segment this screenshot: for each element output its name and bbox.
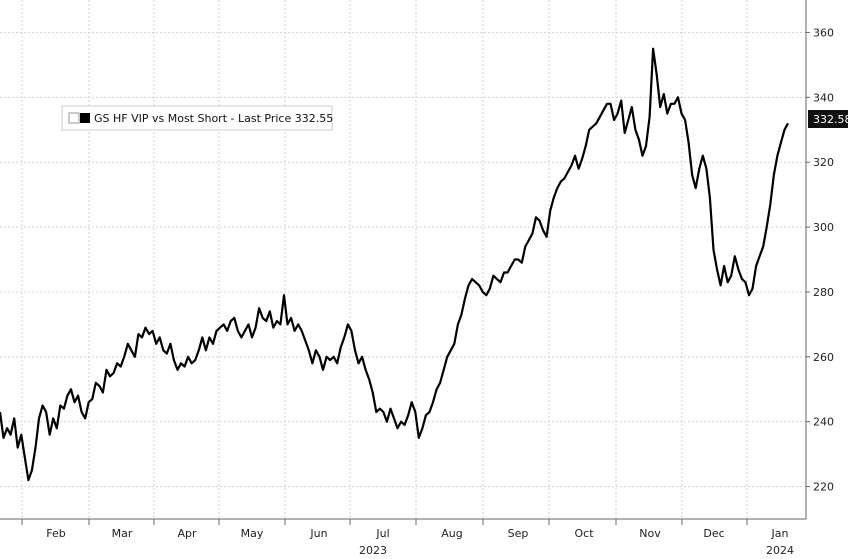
y-tick-label: 280 <box>813 286 834 299</box>
y-tick-label: 220 <box>813 481 834 494</box>
x-tick-label: Aug <box>441 527 462 540</box>
legend-box <box>61 105 333 131</box>
legend-swatch <box>80 113 90 123</box>
axes: 220 240 260 280 300 320 340 360 Feb Mar Apr May Jun J… <box>0 0 834 557</box>
x-tick-label: Jun <box>309 527 327 540</box>
last-price-tag: 332.58 <box>808 110 848 128</box>
last-price-tag-value: 332.58 <box>813 113 848 126</box>
series-layer <box>0 47 789 482</box>
y-tick-label: 260 <box>813 351 834 364</box>
y-tick-label: 320 <box>813 156 834 169</box>
y-tick-label: 340 <box>813 91 834 104</box>
x-tick-label: May <box>241 527 264 540</box>
x-year-label: 2023 <box>359 544 387 557</box>
x-tick-label: Mar <box>112 527 133 540</box>
x-tick-label: Oct <box>574 527 594 540</box>
x-tick-label: Jan <box>771 527 789 540</box>
y-tick-label: 360 <box>813 26 834 39</box>
legend-swatch-outline <box>68 112 80 124</box>
x-tick-label: Jul <box>375 527 389 540</box>
last-price-tag-bg <box>808 110 848 128</box>
x-tick-label: Feb <box>46 527 65 540</box>
x-tick-label: Sep <box>508 527 529 540</box>
y-tick-label: 300 <box>813 221 834 234</box>
y-tick-label: 240 <box>813 416 834 429</box>
x-tick-label: Apr <box>177 527 197 540</box>
gridlines <box>0 0 806 519</box>
x-year-label: 2024 <box>766 544 794 557</box>
legend-label: GS HF VIP vs Most Short - Last Price 332… <box>94 112 333 125</box>
legend: GS HF VIP vs Most Short - Last Price 332… <box>61 105 333 131</box>
x-tick-label: Nov <box>639 527 661 540</box>
x-tick-label: Dec <box>703 527 724 540</box>
series-line <box>0 47 789 482</box>
